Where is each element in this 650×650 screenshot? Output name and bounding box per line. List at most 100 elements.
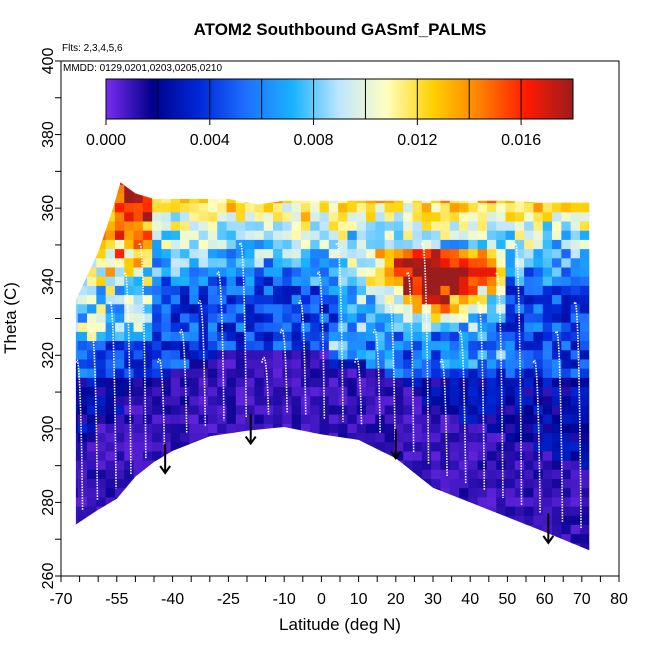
heatmap-cell — [105, 496, 116, 507]
heatmap-cell — [589, 469, 599, 479]
heatmap-cell — [375, 322, 386, 332]
heatmap-cell — [124, 303, 135, 314]
heatmap-cell — [75, 257, 79, 268]
heatmap-cell — [263, 202, 274, 213]
heatmap-cell — [412, 432, 423, 443]
heatmap-cell — [319, 211, 330, 222]
heatmap-cell — [75, 312, 79, 323]
heatmap-cell — [263, 542, 274, 551]
heatmap-cell — [235, 386, 246, 397]
heatmap-cell — [542, 248, 553, 259]
heatmap-cell — [291, 478, 302, 489]
heatmap-cell — [245, 349, 255, 360]
heatmap-cell — [152, 166, 162, 176]
heatmap-cell — [217, 303, 228, 314]
heatmap-cell — [449, 432, 460, 443]
heatmap-cell — [384, 257, 395, 268]
heatmap-cell — [235, 478, 246, 489]
heatmap-cell — [477, 182, 488, 185]
heatmap-cell — [431, 368, 441, 378]
heatmap-cell — [459, 248, 469, 259]
heatmap-cell — [375, 515, 386, 525]
heatmap-cell — [533, 267, 544, 277]
heatmap-cell — [449, 322, 460, 332]
heatmap-cell — [514, 386, 525, 397]
heatmap-cell — [96, 414, 107, 424]
heatmap-cell — [579, 230, 590, 240]
heatmap-cell — [440, 211, 451, 222]
heatmap-cell — [189, 193, 200, 204]
heatmap-cell — [366, 221, 376, 231]
heatmap-cell — [133, 487, 144, 498]
heatmap-cell — [77, 182, 88, 185]
heatmap-cell — [273, 349, 283, 360]
heatmap-cell — [142, 358, 153, 369]
heatmap-cell — [524, 358, 534, 369]
heatmap-cell — [589, 423, 599, 433]
heatmap-cell — [152, 294, 162, 305]
heatmap-cell — [282, 386, 293, 397]
heatmap-cell — [375, 469, 386, 480]
heatmap-cell — [347, 515, 358, 525]
heatmap-cell — [542, 386, 553, 397]
heatmap-cell — [87, 239, 97, 250]
heatmap-cell — [552, 276, 562, 286]
heatmap-cell — [570, 542, 581, 551]
x-tick-label: -55 — [105, 591, 128, 608]
heatmap-cell — [180, 377, 190, 388]
heatmap-cell — [459, 460, 469, 470]
heatmap-cell — [570, 340, 581, 351]
heatmap-cell — [87, 230, 97, 240]
heatmap-cell — [403, 211, 414, 222]
heatmap-cell — [161, 395, 172, 406]
heatmap-cell — [496, 515, 507, 525]
heatmap-cell — [552, 506, 562, 516]
heatmap-cell — [114, 515, 125, 525]
heatmap-cell — [291, 432, 302, 443]
heatmap-cell — [273, 358, 283, 369]
heatmap-cell — [375, 368, 386, 378]
heatmap-cell — [198, 496, 209, 507]
heatmap-cell — [319, 515, 330, 525]
heatmap-cell — [180, 542, 190, 551]
heatmap-cell — [245, 487, 255, 498]
heatmap-cell — [189, 294, 200, 305]
heatmap-cell — [347, 239, 358, 250]
heatmap-cell — [152, 460, 162, 470]
heatmap-cell — [105, 294, 116, 305]
heatmap-cell — [542, 432, 553, 443]
heatmap-cell — [486, 182, 497, 185]
heatmap-cell — [440, 248, 451, 259]
heatmap-cell — [161, 386, 172, 397]
heatmap-cell — [393, 184, 404, 194]
heatmap-cell — [338, 211, 348, 222]
heatmap-cell — [385, 166, 395, 176]
heatmap-cell — [561, 340, 572, 351]
heatmap-cell — [263, 322, 274, 332]
heatmap-cell — [477, 294, 488, 305]
heatmap-cell — [505, 368, 516, 378]
heatmap-cell — [263, 257, 274, 268]
heatmap-cell — [570, 469, 581, 480]
heatmap-cell — [579, 377, 590, 388]
heatmap-cell — [105, 414, 116, 424]
heatmap-cell — [152, 211, 162, 222]
heatmap-cell — [561, 395, 572, 406]
heatmap-cell — [300, 182, 311, 185]
heatmap-cell — [477, 377, 488, 388]
heatmap-cell — [263, 478, 274, 489]
heatmap-cell — [496, 303, 507, 314]
heatmap-cell — [300, 487, 311, 498]
heatmap-cell — [496, 211, 507, 222]
heatmap-cell — [142, 487, 153, 498]
flight-track — [298, 299, 307, 416]
heatmap-cell — [180, 487, 190, 498]
heatmap-cell — [207, 257, 218, 268]
heatmap-cell — [105, 377, 116, 388]
heatmap-cell — [570, 248, 581, 259]
heatmap-cell — [263, 211, 274, 222]
heatmap-cell — [431, 322, 441, 332]
heatmap-cell — [347, 524, 358, 535]
heatmap-cell — [77, 542, 88, 551]
